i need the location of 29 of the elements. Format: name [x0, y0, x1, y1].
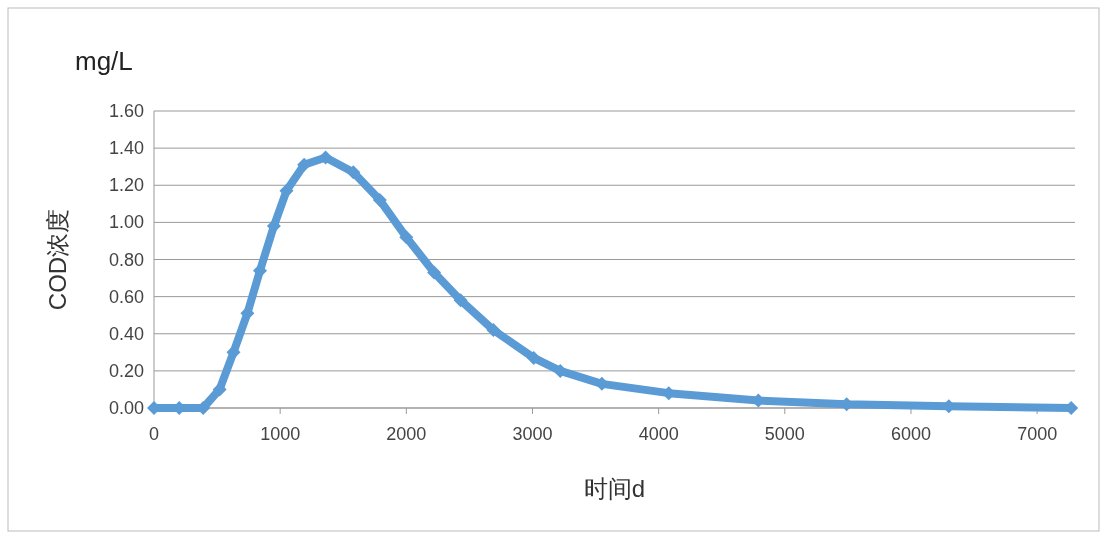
- point: [212, 382, 227, 397]
- x-tick-label: 2000: [386, 424, 427, 444]
- x-tick-label: 3000: [512, 424, 553, 444]
- y-tick-label: 0.20: [108, 360, 144, 381]
- x-tick-label: 5000: [764, 424, 805, 444]
- x-axis-title: 时间d: [583, 475, 646, 502]
- y-tick-label: 1.20: [108, 175, 144, 196]
- y-tick-label: 1.00: [108, 212, 144, 233]
- y-tick-label: 1.40: [108, 138, 144, 159]
- x-tick-label: 0: [148, 424, 160, 444]
- y-tick-label: 0.60: [108, 286, 144, 307]
- y-axis-title: COD浓度: [44, 208, 71, 311]
- point: [486, 323, 501, 338]
- x-tick-label: 4000: [638, 424, 679, 444]
- y-tick-label: 0.40: [108, 323, 144, 344]
- x-tick-label: 1000: [260, 424, 301, 444]
- x-tick-label: 6000: [890, 424, 932, 444]
- point: [427, 265, 442, 280]
- y-tick-label: 1.60: [108, 101, 144, 121]
- point: [372, 193, 387, 208]
- x-tick-label: 7000: [1017, 424, 1058, 444]
- point: [526, 350, 541, 365]
- point: [453, 293, 468, 308]
- text: mg/L: [75, 46, 133, 76]
- y-tick-label: 0.00: [108, 398, 144, 418]
- point: [240, 306, 255, 321]
- point: [399, 230, 414, 245]
- y-tick-label: 0.80: [108, 249, 144, 270]
- point: [346, 165, 361, 180]
